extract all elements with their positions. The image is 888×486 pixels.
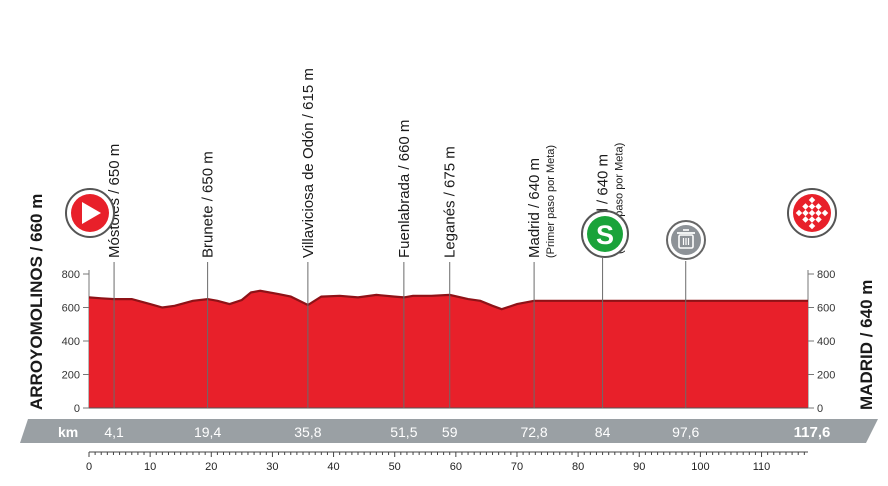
start-arrow-icon	[65, 188, 115, 238]
km-value: 51,5	[390, 424, 417, 440]
y-tick-label-left: 0	[74, 403, 80, 415]
point-name: Brunete / 650 m	[200, 151, 217, 258]
km-value: 35,8	[294, 424, 321, 440]
km-value: 72,8	[520, 424, 547, 440]
km-value: 19,4	[194, 424, 221, 440]
y-tick-label-right: 600	[817, 303, 835, 315]
checker-square	[808, 209, 816, 217]
profile-fill	[89, 290, 808, 408]
y-tick-label-right: 400	[817, 336, 835, 348]
x-tick-label: 90	[633, 461, 645, 473]
x-tick-label: 60	[450, 461, 462, 473]
x-tick-label: 50	[389, 461, 401, 473]
y-tick-label-right: 200	[817, 370, 835, 382]
waste-bin-icon	[666, 220, 706, 260]
x-tick-label: 40	[327, 461, 339, 473]
x-tick-label: 100	[691, 461, 709, 473]
km-value: 84	[595, 424, 611, 440]
km-band	[20, 419, 878, 443]
point-note: (Primer paso por Meta)	[545, 145, 557, 258]
km-value: 117,6	[794, 424, 831, 441]
x-tick-label: 10	[144, 461, 156, 473]
profile-area	[88, 289, 808, 409]
point-markers: Móstoles / 650 m Brunete / 650 m Villavici…	[106, 68, 687, 408]
x-tick-label: 110	[753, 461, 771, 473]
x-tick-label: 30	[266, 461, 278, 473]
y-tick-label-right: 0	[817, 403, 823, 415]
finish-checkered-icon	[787, 188, 837, 238]
sprint-s-icon: S	[581, 210, 629, 258]
profile-top-edge	[88, 289, 808, 311]
finish-label: MADRID / 640 m	[857, 280, 876, 410]
x-tick-label: 70	[511, 461, 523, 473]
km-band-label: km	[58, 424, 78, 440]
km-values: 4,1 19,4 35,8 51,5 59 72,8 84 97,6 117,6	[104, 424, 830, 441]
y-tick-label-right: 800	[817, 269, 835, 281]
y-axes: 0 0 200 200 400 400 600 600 800 800	[62, 269, 836, 415]
km-value: 59	[442, 424, 458, 440]
y-tick-label-left: 800	[62, 269, 80, 281]
checker-square	[808, 216, 816, 223]
x-tick-label: 0	[86, 461, 92, 473]
x-tick-label: 20	[205, 461, 217, 473]
y-tick-label-left: 200	[62, 370, 80, 382]
svg-text:S: S	[596, 220, 614, 250]
checker-square	[808, 203, 816, 210]
y-tick-label-left: 600	[62, 303, 80, 315]
start-label: ARROYOMOLINOS / 660 m	[27, 194, 46, 410]
point-name: Fuenlabrada / 660 m	[396, 120, 413, 258]
x-axis: 0 10 20 30 40 50 60 70 80 90 100 110	[86, 451, 808, 473]
x-tick-label: 80	[572, 461, 584, 473]
point-name: Madrid / 640 m	[526, 158, 543, 258]
point-name: Leganés / 675 m	[442, 146, 459, 258]
km-value: 97,6	[672, 424, 699, 440]
point-name: Villaviciosa de Odón / 615 m	[300, 68, 317, 258]
y-tick-label-left: 400	[62, 336, 80, 348]
km-value: 4,1	[104, 424, 124, 440]
point-name: Móstoles / 650 m	[106, 144, 123, 258]
